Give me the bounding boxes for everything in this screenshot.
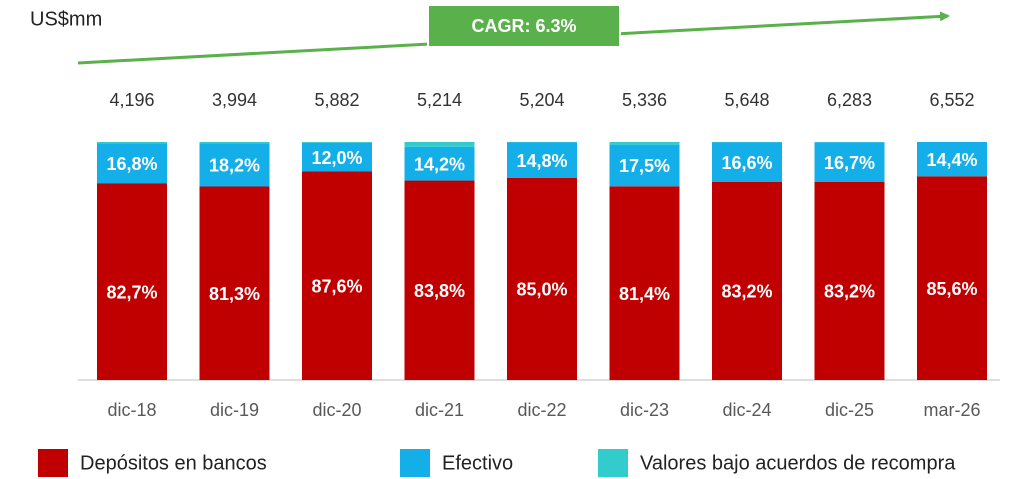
bar-segment [199, 186, 270, 380]
bar-segment [404, 142, 475, 147]
total-label: 6,283 [827, 90, 872, 110]
unit-label: US$mm [30, 8, 102, 30]
bar-segment [609, 186, 680, 380]
value-label: 83,8% [414, 281, 465, 301]
bar-segment [609, 142, 680, 145]
value-label: 16,6% [721, 153, 772, 173]
x-tick-label: mar-26 [923, 400, 980, 420]
total-label: 5,214 [417, 90, 462, 110]
x-tick-label: dic-21 [415, 400, 464, 420]
bar-segment [507, 142, 577, 178]
bar-segment [814, 181, 885, 380]
bar-segment [97, 143, 167, 184]
x-tick-label: dic-22 [517, 400, 566, 420]
value-label: 83,2% [721, 282, 772, 302]
bar-segment [302, 142, 372, 143]
value-label: 81,4% [619, 284, 670, 304]
value-label: 12,0% [311, 148, 362, 168]
value-label: 17,5% [619, 156, 670, 176]
value-label: 14,4% [926, 150, 977, 170]
bar-segment [712, 181, 782, 380]
x-tick-label: dic-19 [210, 400, 259, 420]
value-label: 16,8% [106, 154, 157, 174]
value-label: 85,6% [926, 279, 977, 299]
total-label: 5,648 [724, 90, 769, 110]
total-label: 5,204 [519, 90, 564, 110]
value-label: 14,8% [516, 151, 567, 171]
total-label: 4,196 [109, 90, 154, 110]
bar-segment [404, 146, 475, 181]
cagr-label: CAGR: 6.3% [471, 16, 576, 36]
legend-label: Valores bajo acuerdos de recompra [640, 452, 956, 474]
bar-segment [917, 176, 987, 380]
total-label: 6,552 [929, 90, 974, 110]
total-label: 3,994 [212, 90, 257, 110]
x-tick-label: dic-24 [722, 400, 771, 420]
value-label: 85,0% [516, 280, 567, 300]
value-label: 81,3% [209, 284, 260, 304]
bar-segment [302, 142, 372, 172]
bar-segment [814, 142, 885, 182]
legend-swatch [598, 449, 628, 477]
bar-segment [97, 183, 167, 380]
x-tick-label: dic-23 [620, 400, 669, 420]
bar-segment [609, 144, 680, 187]
bar-segment [199, 142, 270, 144]
total-label: 5,882 [314, 90, 359, 110]
value-label: 87,6% [311, 277, 362, 297]
bar-segment [917, 142, 987, 177]
bar-segment [302, 171, 372, 380]
bar-segment [97, 142, 167, 144]
value-label: 82,7% [106, 282, 157, 302]
bar-segment [507, 177, 577, 380]
value-label: 16,7% [824, 153, 875, 173]
legend-swatch [38, 449, 68, 477]
total-label: 5,336 [622, 90, 667, 110]
bar-segment [199, 143, 270, 187]
value-label: 14,2% [414, 154, 465, 174]
x-tick-label: dic-20 [312, 400, 361, 420]
value-label: 83,2% [824, 282, 875, 302]
x-tick-label: dic-18 [107, 400, 156, 420]
legend-swatch [400, 449, 430, 477]
x-tick-label: dic-25 [825, 400, 874, 420]
cagr-box [427, 4, 621, 48]
bar-segment [712, 142, 782, 182]
bar-segment [404, 180, 475, 380]
legend-label: Depósitos en bancos [80, 452, 267, 474]
value-label: 18,2% [209, 156, 260, 176]
legend-label: Efectivo [442, 452, 513, 474]
